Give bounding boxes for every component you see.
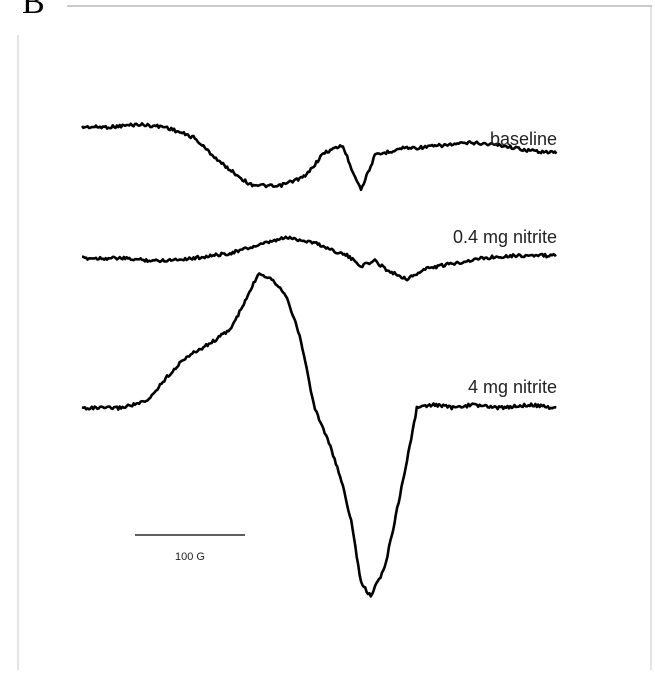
spectra-traces bbox=[80, 122, 558, 598]
trace-line-3 bbox=[81, 272, 557, 598]
trace-line-1 bbox=[80, 122, 558, 192]
panel-letter: B bbox=[22, 0, 45, 21]
scale-bar: 100 G bbox=[135, 534, 245, 563]
trace-label-2: 0.4 mg nitrite bbox=[453, 227, 557, 247]
trace-label-1: baseline bbox=[490, 129, 557, 149]
trace-labels: baseline 0.4 mg nitrite 4 mg nitrite bbox=[453, 129, 557, 397]
figure-frame: baseline 0.4 mg nitrite 4 mg nitrite 100 G bbox=[17, 5, 652, 670]
scale-bar-label: 100 G bbox=[175, 551, 205, 563]
trace-line-2 bbox=[81, 235, 557, 282]
epr-spectra-chart: baseline 0.4 mg nitrite 4 mg nitrite 100 G bbox=[17, 5, 652, 670]
trace-label-3: 4 mg nitrite bbox=[468, 377, 557, 397]
